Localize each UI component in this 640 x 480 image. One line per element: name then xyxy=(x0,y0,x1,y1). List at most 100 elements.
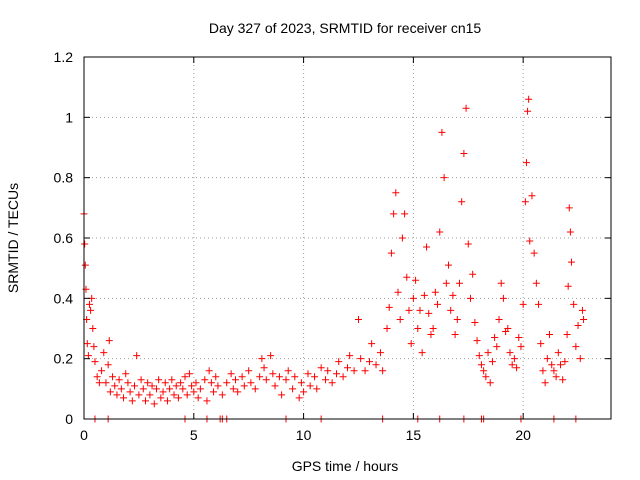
data-point xyxy=(324,367,332,375)
data-point xyxy=(385,303,393,311)
data-point xyxy=(210,388,218,396)
data-point xyxy=(223,379,231,387)
data-point xyxy=(207,379,215,387)
data-point xyxy=(115,376,123,384)
data-point xyxy=(126,388,134,396)
data-point xyxy=(240,382,248,390)
data-point xyxy=(157,394,165,402)
data-point xyxy=(425,309,433,317)
data-point xyxy=(561,358,569,366)
data-point xyxy=(161,379,169,387)
data-point xyxy=(139,385,147,393)
data-point xyxy=(297,379,305,387)
data-point xyxy=(238,373,246,381)
data-point xyxy=(431,288,439,296)
data-point xyxy=(376,349,384,357)
data-point xyxy=(508,361,516,369)
data-point xyxy=(550,367,558,375)
data-point xyxy=(109,373,117,381)
y-tick-label: 1.2 xyxy=(54,49,74,65)
x-tick-label: 0 xyxy=(80,427,88,443)
data-point xyxy=(390,210,398,218)
data-point xyxy=(484,349,492,357)
data-point xyxy=(163,397,171,405)
data-point xyxy=(409,294,417,302)
data-point xyxy=(548,361,556,369)
data-point xyxy=(247,379,255,387)
data-point xyxy=(416,306,424,314)
data-point xyxy=(541,379,549,387)
data-point xyxy=(567,258,575,266)
data-point xyxy=(148,382,156,390)
data-point xyxy=(201,376,209,384)
data-point xyxy=(477,361,485,369)
data-point xyxy=(328,379,336,387)
data-point xyxy=(535,300,543,308)
data-point xyxy=(105,337,113,345)
data-point xyxy=(346,352,354,360)
data-point xyxy=(155,376,163,384)
data-point xyxy=(449,291,457,299)
data-point xyxy=(135,391,143,399)
data-point xyxy=(427,331,435,339)
data-point xyxy=(89,325,97,332)
data-point xyxy=(185,370,193,378)
data-point xyxy=(267,352,275,360)
data-point xyxy=(295,394,303,402)
data-point xyxy=(188,382,196,390)
data-point xyxy=(104,361,112,369)
data-point xyxy=(256,373,264,381)
data-point xyxy=(111,382,119,390)
data-point xyxy=(291,373,299,381)
axis-ticks: 0 5 10 15 20 0 0.2 0.4 0.6 0.8 1 1.2 xyxy=(54,49,611,443)
data-point xyxy=(232,376,240,384)
data-point xyxy=(515,334,523,342)
data-point xyxy=(554,349,562,357)
data-point xyxy=(350,367,358,375)
x-tick-label: 20 xyxy=(515,427,531,443)
data-point xyxy=(524,107,532,115)
data-point xyxy=(271,382,279,390)
data-point xyxy=(414,325,422,332)
data-point xyxy=(574,321,582,329)
data-point xyxy=(234,388,242,396)
data-point xyxy=(251,385,259,393)
data-point xyxy=(392,189,400,197)
data-point xyxy=(436,228,444,236)
data-point xyxy=(159,388,167,396)
data-point xyxy=(192,379,200,387)
data-point xyxy=(120,394,128,402)
data-point xyxy=(570,300,578,308)
data-point xyxy=(91,358,99,366)
data-point xyxy=(152,385,160,393)
data-point xyxy=(418,349,426,357)
data-point xyxy=(398,234,406,242)
data-point xyxy=(275,373,283,381)
data-point xyxy=(528,192,536,200)
data-point xyxy=(559,376,567,384)
y-tick-label: 0.8 xyxy=(54,170,74,186)
data-point xyxy=(365,358,373,366)
data-point xyxy=(532,279,540,287)
data-point xyxy=(203,397,211,405)
data-point xyxy=(469,270,477,278)
x-axis-label: GPS time / hours xyxy=(292,458,399,474)
data-point xyxy=(499,294,507,302)
data-point xyxy=(122,370,130,378)
data-point xyxy=(504,325,512,332)
data-point xyxy=(113,391,121,399)
data-point xyxy=(539,367,547,375)
data-point xyxy=(344,364,351,372)
data-point xyxy=(475,352,483,360)
x-tick-label: 15 xyxy=(406,427,422,443)
data-point xyxy=(278,391,286,399)
data-point xyxy=(311,373,319,381)
data-points xyxy=(80,95,588,423)
data-point xyxy=(460,150,468,158)
grid xyxy=(84,57,611,419)
data-point xyxy=(172,382,180,390)
y-tick-label: 0.4 xyxy=(54,290,74,306)
data-point xyxy=(177,379,185,387)
data-point xyxy=(537,340,545,348)
data-point xyxy=(227,370,235,378)
